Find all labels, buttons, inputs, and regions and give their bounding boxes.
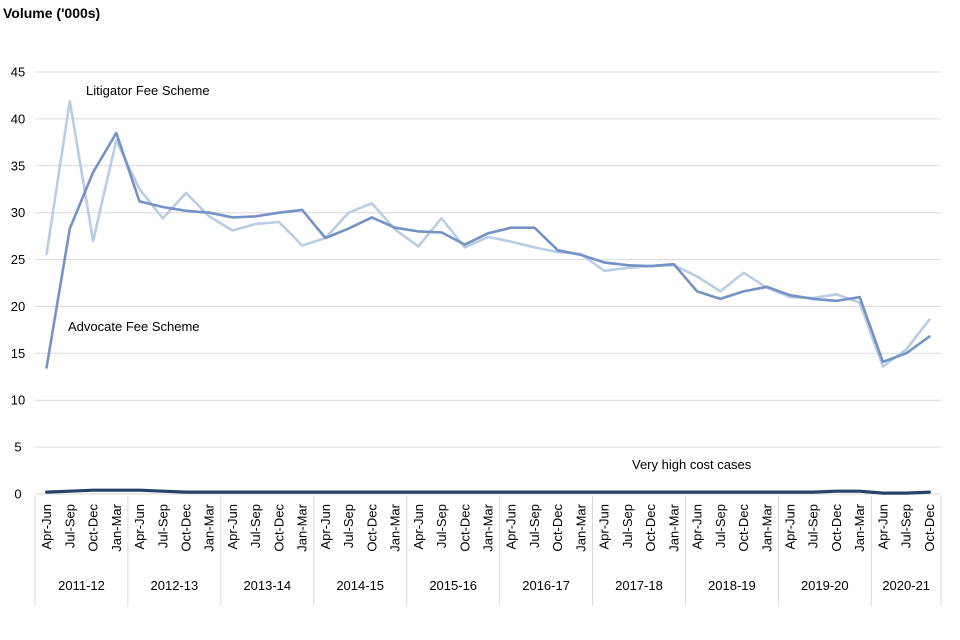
x-axis-quarter-label: Jul-Sep (806, 504, 821, 548)
y-axis-tick-label: 35 (11, 158, 25, 173)
x-axis-quarter-label: Jan-Mar (202, 503, 217, 551)
y-axis-tick-label: 40 (11, 111, 25, 126)
x-axis-quarter-label: Oct-Dec (829, 504, 844, 552)
x-axis-quarter-label: Jul-Sep (341, 504, 356, 548)
x-axis-year-label: 2014-15 (336, 578, 384, 593)
series-label-advocate: Advocate Fee Scheme (68, 319, 200, 334)
x-axis-quarter-label: Jan-Mar (759, 503, 774, 551)
x-axis-quarter-label: Jul-Sep (155, 504, 170, 548)
x-axis-year-label: 2012-13 (151, 578, 199, 593)
y-axis-tick-label: 45 (11, 65, 25, 80)
x-axis-quarter-label: Jan-Mar (666, 503, 681, 551)
y-axis-tick-label: 15 (11, 346, 25, 361)
x-axis-quarter-label: Jan-Mar (573, 503, 588, 551)
x-axis-quarter-label: Jul-Sep (434, 504, 449, 548)
x-axis-year-label: 2015-16 (429, 578, 477, 593)
x-axis-quarter-label: Jul-Sep (62, 504, 77, 548)
y-axis-tick-label: 25 (11, 252, 25, 267)
y-axis-tick-label: 30 (11, 205, 25, 220)
series-label-vhcc: Very high cost cases (632, 457, 752, 472)
x-axis-quarter-label: Jan-Mar (109, 503, 124, 551)
x-axis-quarter-label: Oct-Dec (179, 504, 194, 552)
x-axis-quarter-label: Jul-Sep (899, 504, 914, 548)
x-axis-quarter-label: Oct-Dec (736, 504, 751, 552)
y-axis-title: Volume ('000s) (3, 5, 101, 21)
x-axis-quarter-label: Jan-Mar (481, 503, 496, 551)
x-axis-quarter-label: Jul-Sep (527, 504, 542, 548)
x-axis-quarter-label: Apr-Jun (225, 504, 240, 550)
series-label-litigator: Litigator Fee Scheme (86, 83, 210, 98)
y-axis-tick-label: 20 (11, 299, 25, 314)
y-axis-tick-label: 10 (11, 393, 25, 408)
x-axis-year-label: 2016-17 (522, 578, 570, 593)
x-axis-quarter-label: Apr-Jun (875, 504, 890, 550)
series-line-very-high-cost-cases (44, 488, 932, 495)
x-axis-quarter-label: Jul-Sep (620, 504, 635, 548)
x-axis-quarter-label: Oct-Dec (922, 504, 937, 552)
x-axis-quarter-label: Oct-Dec (550, 504, 565, 552)
x-axis-year-label: 2013-14 (243, 578, 291, 593)
x-axis-quarter-label: Jan-Mar (295, 503, 310, 551)
x-axis-quarter-label: Jan-Mar (852, 503, 867, 551)
x-axis-quarter-label: Apr-Jun (783, 504, 798, 550)
y-axis-tick-label: 5 (14, 440, 21, 455)
x-axis-quarter-label: Oct-Dec (457, 504, 472, 552)
x-axis-quarter-label: Apr-Jun (39, 504, 54, 550)
series-line-litigator-fee-scheme (45, 99, 931, 368)
x-axis-quarter-label: Jul-Sep (248, 504, 263, 548)
series-line-advocate-fee-scheme (45, 131, 931, 369)
x-axis-quarter-label: Oct-Dec (271, 504, 286, 552)
x-axis-quarter-label: Apr-Jun (690, 504, 705, 550)
x-axis-year-label: 2019-20 (801, 578, 849, 593)
x-axis-quarter-label: Oct-Dec (86, 504, 101, 552)
x-axis-quarter-label: Jan-Mar (388, 503, 403, 551)
x-axis-quarter-label: Apr-Jun (504, 504, 519, 550)
x-axis-year-label: 2020-21 (882, 578, 930, 593)
y-axis-tick-label: 0 (14, 487, 21, 502)
x-axis-quarter-label: Oct-Dec (364, 504, 379, 552)
x-axis-quarter-label: Apr-Jun (318, 504, 333, 550)
x-axis-quarter-label: Jul-Sep (713, 504, 728, 548)
x-axis-quarter-label: Oct-Dec (643, 504, 658, 552)
x-axis-year-label: 2011-12 (58, 578, 105, 593)
x-axis-year-label: 2017-18 (615, 578, 663, 593)
x-axis-quarter-label: Apr-Jun (411, 504, 426, 550)
x-axis-quarter-label: Apr-Jun (597, 504, 612, 550)
x-axis-quarter-label: Apr-Jun (132, 504, 147, 550)
x-axis-year-label: 2018-19 (708, 578, 756, 593)
